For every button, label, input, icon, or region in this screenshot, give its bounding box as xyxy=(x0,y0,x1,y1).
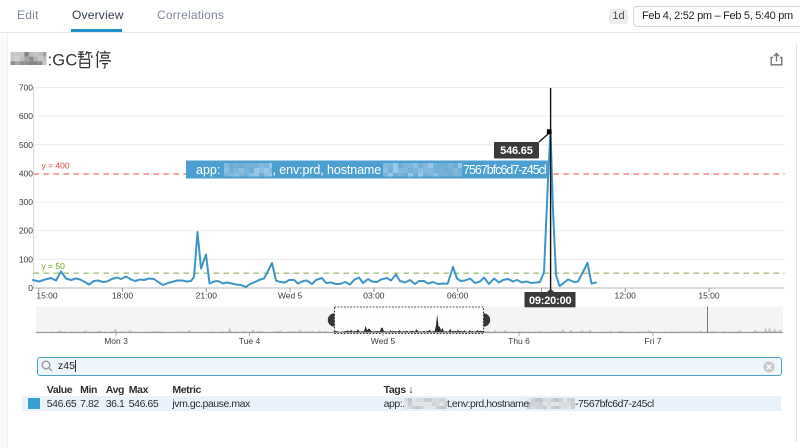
svg-text:15:00: 15:00 xyxy=(36,291,58,301)
svg-text:15:00: 15:00 xyxy=(698,291,720,301)
svg-text:03:00: 03:00 xyxy=(363,291,385,301)
svg-text:Mon 3: Mon 3 xyxy=(104,336,128,346)
svg-text:7567bfc6d7-z45cl: 7567bfc6d7-z45cl xyxy=(463,163,546,177)
svg-text:Fri 7: Fri 7 xyxy=(645,336,662,346)
svg-text:200: 200 xyxy=(19,226,33,236)
svg-text:Thu 6: Thu 6 xyxy=(508,336,530,346)
svg-text:app:: app: xyxy=(196,163,220,177)
svg-text:18:00: 18:00 xyxy=(112,291,134,301)
svg-text:12:00: 12:00 xyxy=(615,291,637,301)
svg-text:700: 700 xyxy=(19,83,33,93)
svg-text:06:00: 06:00 xyxy=(447,291,469,301)
svg-text:09:20:00: 09:20:00 xyxy=(529,295,572,307)
svg-text:y = 400: y = 400 xyxy=(42,161,70,171)
svg-text:546.65: 546.65 xyxy=(500,145,533,157)
svg-text:y = 50: y = 50 xyxy=(42,261,66,271)
svg-text:, env:prd, hostname: , env:prd, hostname xyxy=(273,163,382,177)
svg-text:Tue 4: Tue 4 xyxy=(239,336,261,346)
svg-text:21:00: 21:00 xyxy=(196,291,218,301)
svg-text:500: 500 xyxy=(19,140,33,150)
svg-text:Wed 5: Wed 5 xyxy=(371,336,396,346)
svg-text:0: 0 xyxy=(28,283,33,293)
svg-text:300: 300 xyxy=(19,197,33,207)
svg-text:600: 600 xyxy=(19,111,33,121)
svg-text:400: 400 xyxy=(19,168,33,178)
svg-text:Wed 5: Wed 5 xyxy=(278,291,303,301)
svg-text:100: 100 xyxy=(19,254,33,264)
